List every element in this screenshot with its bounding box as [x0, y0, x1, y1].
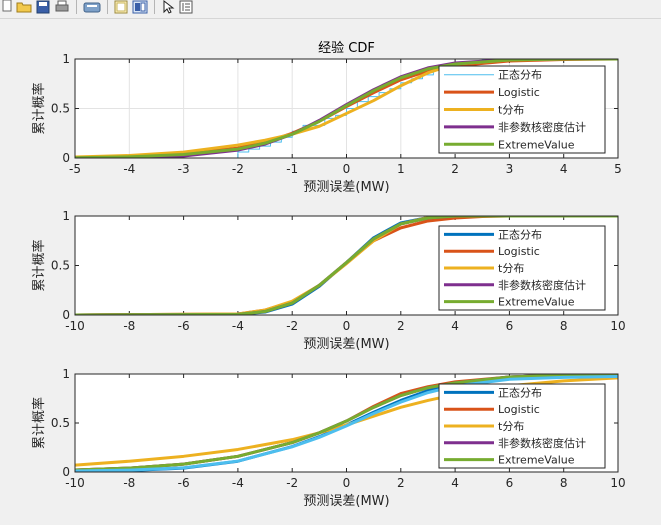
- x-tick-label: 6: [506, 319, 514, 333]
- y-tick-label: 0.5: [51, 416, 70, 430]
- axes-frame: [74, 373, 619, 473]
- pointer-icon[interactable]: [161, 0, 175, 14]
- x-tick-label: -1: [286, 162, 298, 176]
- x-tick-label: -5: [69, 162, 81, 176]
- print-icon[interactable]: [54, 0, 70, 14]
- x-tick-label: 6: [506, 476, 514, 490]
- series-line-1-companion: [75, 374, 618, 472]
- series-line-5: [75, 374, 618, 472]
- legend-label-3: t分布: [498, 420, 524, 433]
- axes-frame: [74, 215, 619, 316]
- chart-3: -10 -8 -6 -4 -2 0 2 4 6 8 10 0 0.5 1 预测误差(MW) 累计概率 正态分布 L…: [31, 367, 626, 509]
- y-tick-label: 0.5: [51, 259, 70, 273]
- x-tick-label: 10: [610, 476, 625, 490]
- y-axis-label: 累计概率: [31, 397, 47, 449]
- x-tick-label: -2: [286, 476, 298, 490]
- legend-label-4: 非参数核密度估计: [498, 436, 586, 450]
- x-tick-label: 3: [506, 162, 514, 176]
- legend-label-5: ExtremeValue: [498, 454, 575, 467]
- legend-label-3: t分布: [498, 262, 524, 275]
- x-tick-label: 4: [451, 319, 459, 333]
- open-file-icon[interactable]: [16, 0, 32, 14]
- legend-label-5: ExtremeValue: [498, 296, 575, 309]
- y-axis-label: 累计概率: [31, 239, 47, 291]
- x-tick-label: 4: [560, 162, 568, 176]
- x-tick-label: -4: [123, 162, 135, 176]
- x-tick-label: 8: [560, 319, 568, 333]
- y-tick-label: 0.5: [51, 102, 70, 116]
- y-tick-label: 0: [62, 151, 70, 165]
- x-tick-label: 0: [343, 319, 351, 333]
- x-tick-label: -10: [65, 319, 85, 333]
- series-line-5: [75, 59, 618, 158]
- x-tick-label: 2: [397, 476, 405, 490]
- save-icon[interactable]: [36, 0, 50, 14]
- x-axis-label: 预测误差(MW): [303, 494, 389, 509]
- x-tick-label: -2: [232, 162, 244, 176]
- x-tick-label: -8: [123, 476, 135, 490]
- series-line-5: [75, 216, 618, 315]
- toolbar-separator: [107, 0, 108, 14]
- legend-label-1: 正态分布: [498, 69, 542, 82]
- axes-frame: [74, 58, 619, 159]
- toolbar-separator: [154, 0, 155, 14]
- x-tick-label: -4: [232, 476, 244, 490]
- x-axis-label: 预测误差(MW): [303, 337, 389, 352]
- x-tick-label: 4: [451, 476, 459, 490]
- x-tick-label: -4: [232, 319, 244, 333]
- x-tick-label: -3: [178, 162, 190, 176]
- legend-label-2: Logistic: [498, 245, 540, 258]
- x-tick-label: 2: [397, 319, 405, 333]
- legend-label-2: Logistic: [498, 86, 540, 99]
- y-tick-label: 0: [62, 465, 70, 479]
- new-figure-icon[interactable]: [2, 0, 12, 14]
- print-preview-icon[interactable]: [83, 0, 101, 14]
- legend-label-4: 非参数核密度估计: [498, 278, 586, 292]
- legend-label-3: t分布: [498, 104, 524, 117]
- edit-plot-icon[interactable]: [114, 0, 128, 14]
- y-tick-label: 1: [62, 367, 70, 381]
- x-tick-label: 0: [343, 476, 351, 490]
- legend-label-2: Logistic: [498, 403, 540, 416]
- x-tick-label: -8: [123, 319, 135, 333]
- legend-label-5: ExtremeValue: [498, 138, 575, 151]
- legend-label-1: 正态分布: [498, 386, 542, 399]
- x-tick-label: 5: [614, 162, 622, 176]
- chart-1: -5 -4 -3 -2 -1 0 1 2 3 4 5 0 0.5 1 经验 CDF 预测误差(MW) 累计概率 正…: [31, 40, 622, 195]
- y-tick-label: 1: [62, 209, 70, 223]
- figure-toolbar: [0, 0, 661, 19]
- x-tick-label: 10: [610, 319, 625, 333]
- x-tick-label: 0: [343, 162, 351, 176]
- property-editor-icon[interactable]: [179, 0, 193, 14]
- toolbar-separator: [76, 0, 77, 14]
- x-tick-label: 8: [560, 476, 568, 490]
- x-tick-label: -2: [286, 319, 298, 333]
- chart-title: 经验 CDF: [318, 40, 375, 56]
- legend-label-1: 正态分布: [498, 228, 542, 241]
- x-tick-label: -6: [178, 319, 190, 333]
- x-tick-label: 1: [397, 162, 405, 176]
- chart-2: -10 -8 -6 -4 -2 0 2 4 6 8 10 0 0.5 1 预测误差(MW) 累计概率 正态分布 L…: [31, 209, 626, 352]
- y-axis-label: 累计概率: [31, 82, 47, 134]
- y-tick-label: 0: [62, 308, 70, 322]
- legend-label-4: 非参数核密度估计: [498, 120, 586, 134]
- colorbar-icon[interactable]: [132, 0, 148, 14]
- y-tick-label: 1: [62, 52, 70, 66]
- x-tick-label: 2: [451, 162, 459, 176]
- x-tick-label: -10: [65, 476, 85, 490]
- x-tick-label: -6: [178, 476, 190, 490]
- x-axis-label: 预测误差(MW): [303, 180, 389, 195]
